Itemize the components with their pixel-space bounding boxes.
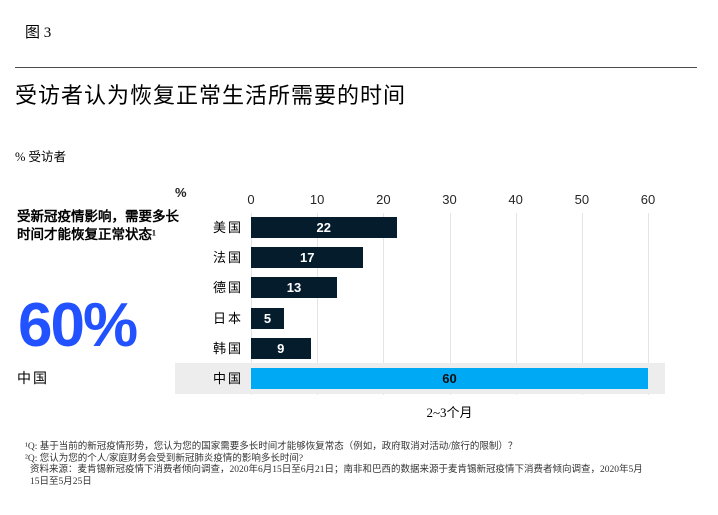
bar-value-label: 5 (263, 310, 272, 326)
x-tick-label: 60 (640, 192, 656, 207)
gridline (515, 213, 517, 395)
gridline (317, 213, 319, 395)
unit-label: % 受访者 (15, 150, 67, 164)
category-label: 美国 (212, 220, 243, 235)
x-tick-label: 20 (376, 192, 391, 207)
divider (15, 67, 697, 68)
gridline (648, 213, 649, 395)
gridline (383, 213, 385, 395)
bar-chart: % 0 10 20 30 40 50 60 美国 22 法国 17 德国 13 日本 5 韩国 9 中国 60 2… (175, 185, 680, 430)
gridline (581, 213, 583, 395)
bar: 17 (251, 247, 364, 269)
bar-value-label: 9 (277, 340, 285, 356)
bar: 5 (251, 307, 285, 329)
gridline (251, 213, 252, 395)
bar-value-label: 13 (286, 280, 302, 296)
axis-unit-label: % (175, 185, 187, 200)
category-label: 法国 (212, 250, 243, 266)
bar-value-label: 22 (316, 220, 332, 235)
bar: 13 (251, 277, 338, 299)
chart-row: 德国 13 (175, 277, 680, 299)
bar: 22 (251, 217, 397, 238)
chart-row: 日本 5 (175, 307, 680, 329)
highlight-stat-label: 中国 (17, 372, 49, 387)
page-title: 受访者认为恢复正常生活所需要的时间 (15, 83, 407, 108)
x-tick-label: 10 (309, 192, 325, 207)
x-tick-label: 40 (508, 192, 523, 207)
category-label: 中国 (212, 371, 243, 386)
chart-row: 韩国 9 (175, 337, 680, 359)
footnote: ²Q: 您认为您的个人/家庭财务会受到新冠肺炎疫情的影响多长时间? (25, 453, 304, 464)
category-label: 德国 (212, 280, 243, 296)
chart-row: 美国 22 (175, 217, 680, 238)
footnote: ¹Q: 基于当前的新冠疫情形势，您认为您的国家需要多长时间才能够恢复常态（例如，… (25, 442, 518, 452)
gridline (449, 213, 451, 395)
chart-row: 法国 17 (175, 247, 680, 269)
question-text: 受新冠疫情影响，需要多长时间才能恢复正常状态¹ (17, 209, 179, 242)
chart-row: 中国 60 (175, 368, 680, 389)
x-tick-label: 0 (247, 192, 255, 207)
x-axis-annotation: 2~3个月 (426, 405, 473, 420)
bar-highlighted: 60 (251, 368, 648, 389)
highlight-stat: 60% (18, 291, 138, 360)
bar-value-label: 17 (300, 250, 315, 266)
footnotes: ¹Q: 基于当前的新冠疫情形势，您认为您的国家需要多长时间才能够恢复常态（例如，… (25, 442, 645, 488)
x-tick-label: 50 (574, 192, 590, 207)
category-label: 日本 (212, 310, 243, 326)
figure-number: 图 3 (25, 25, 52, 41)
category-label: 韩国 (212, 340, 243, 356)
bar-value-label: 60 (442, 371, 457, 386)
bar: 9 (251, 337, 311, 359)
source-note: 资料来源：麦肯锡新冠疫情下消费者倾向调查，2020年6月15日至6月21日；南非… (30, 465, 643, 487)
x-tick-label: 30 (442, 192, 457, 207)
